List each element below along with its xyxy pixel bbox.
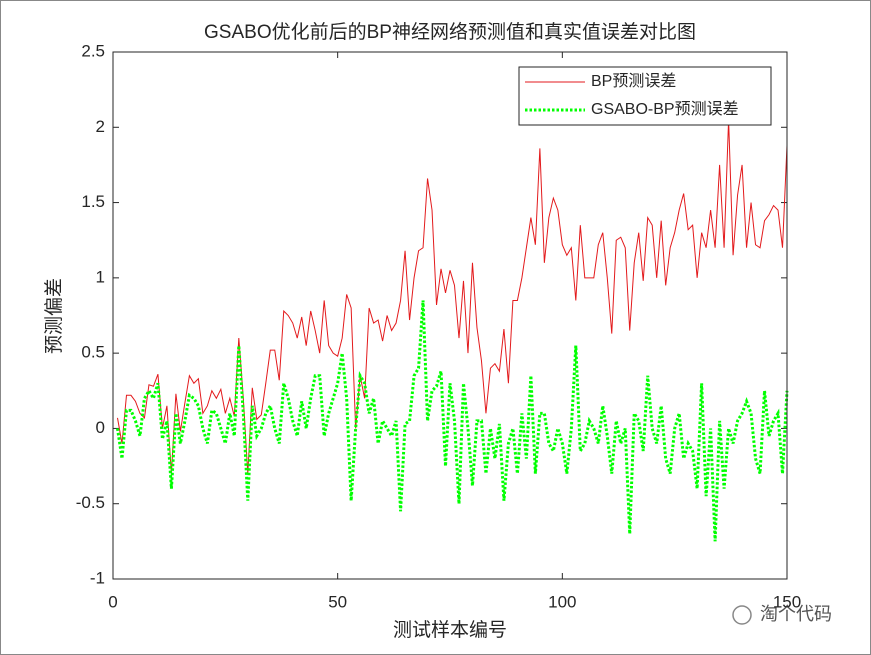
legend-label: BP预测误差: [591, 72, 676, 90]
y-tick-label: -1: [90, 568, 105, 587]
x-tick-label: 100: [548, 592, 576, 611]
watermark: 淘个代码: [760, 604, 832, 624]
y-tick-label: 2: [96, 117, 105, 136]
y-tick-label: 0.5: [81, 343, 105, 362]
y-tick-label: 1: [96, 267, 105, 286]
y-tick-label: 0: [96, 418, 105, 437]
legend-label: GSABO-BP预测误差: [591, 100, 739, 118]
chart-title: GSABO优化前后的BP神经网络预测值和真实值误差对比图: [204, 21, 696, 43]
series-line: [117, 119, 788, 474]
x-tick-label: 0: [108, 592, 117, 611]
y-tick-label: 2.5: [81, 41, 105, 60]
x-tick-label: 150: [773, 592, 801, 611]
y-tick-label: 1.5: [81, 192, 105, 211]
plot-area: [113, 52, 787, 579]
y-tick-label: -0.5: [76, 493, 105, 512]
y-axis-label: 预测偏差: [43, 278, 65, 354]
series-line: [116, 300, 789, 542]
x-tick-label: 50: [328, 592, 347, 611]
watermark-icon: [732, 605, 752, 625]
x-axis-label: 测试样本编号: [393, 619, 507, 641]
axes-box: [112, 51, 788, 580]
legend-box: [518, 66, 772, 126]
